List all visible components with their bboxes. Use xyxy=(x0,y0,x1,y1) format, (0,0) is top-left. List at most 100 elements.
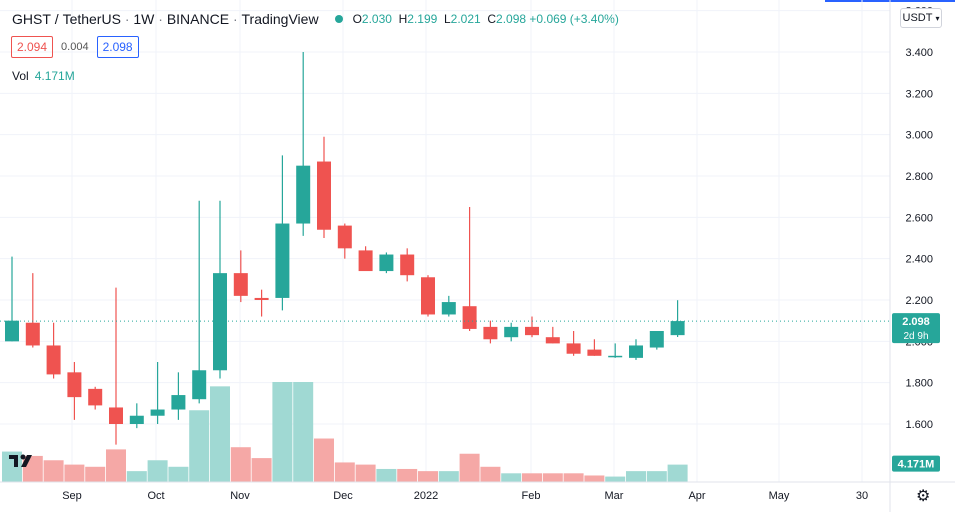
volume-bar xyxy=(605,476,626,482)
candle-body xyxy=(150,409,165,416)
price-tick-label: 3.200 xyxy=(905,88,933,100)
volume-value: 4.171M xyxy=(34,69,75,83)
price-tick-label: 1.800 xyxy=(905,378,933,390)
high-value: 2.199 xyxy=(407,12,438,26)
candle-body xyxy=(608,355,623,358)
time-tick-label: Sep xyxy=(62,490,82,502)
low-value: 2.021 xyxy=(450,12,481,26)
volume-bar xyxy=(293,382,314,482)
low-label: L xyxy=(443,12,451,26)
time-tick-label: Apr xyxy=(688,490,705,502)
close-label: C xyxy=(487,12,497,26)
price-tick-label: 2.400 xyxy=(905,254,933,266)
price-tick-label: 2.600 xyxy=(905,212,933,224)
volume-bar xyxy=(376,468,397,482)
interval-label[interactable]: 1W xyxy=(133,11,155,27)
candle-body xyxy=(337,225,352,249)
change-value: +0.069 (+3.40%) xyxy=(529,12,619,26)
tradingview-logo-icon[interactable] xyxy=(8,450,42,472)
candle-body xyxy=(67,372,82,398)
ohlc-values: O2.030 H2.199 L2.021 C2.098 +0.069 (+3.4… xyxy=(353,12,619,26)
buy-price-button[interactable]: 2.098 xyxy=(96,36,139,58)
time-tick-label: Mar xyxy=(605,490,624,502)
source-label: TradingView xyxy=(241,11,319,27)
volume-bar xyxy=(168,466,189,482)
candle-body xyxy=(587,349,602,356)
bid-ask-panel: 2.094 0.004 2.098 xyxy=(11,36,139,58)
volume-bar xyxy=(397,468,418,482)
price-tick-label: 3.000 xyxy=(905,130,933,142)
candle-body xyxy=(462,306,477,329)
candle-body xyxy=(629,345,643,358)
volume-bar xyxy=(584,475,605,482)
candle-body xyxy=(379,254,394,272)
candle-body xyxy=(441,302,456,315)
volume-legend: Vol 4.171M xyxy=(12,69,75,83)
candle-body xyxy=(213,273,227,371)
volume-bar xyxy=(438,471,459,482)
logo-glyph-icon xyxy=(9,454,32,467)
volume-bar xyxy=(314,438,334,482)
currency-label: USDT xyxy=(902,12,933,24)
time-tick-label: May xyxy=(769,490,790,502)
sell-price-button[interactable]: 2.094 xyxy=(11,36,54,58)
volume-bar xyxy=(43,460,64,482)
volume-bar xyxy=(210,386,230,482)
volume-bar xyxy=(563,473,584,482)
symbol-label[interactable]: GHST xyxy=(12,11,51,27)
last-price-label-box xyxy=(892,313,940,344)
spread-value: 0.004 xyxy=(61,41,89,53)
candle-body xyxy=(109,407,123,424)
exchange-label: BINANCE xyxy=(166,11,230,27)
candle-body xyxy=(317,161,331,230)
candle-body xyxy=(670,321,685,336)
volume-bar xyxy=(230,447,251,482)
last-volume-label: 4.171M xyxy=(898,459,935,471)
volume-bar xyxy=(646,471,667,482)
volume-bar xyxy=(272,382,293,482)
candle-body xyxy=(358,250,373,272)
quote-label: TetherUS xyxy=(62,11,121,27)
time-tick-label: Nov xyxy=(230,490,250,502)
candle-body xyxy=(171,395,186,410)
candle-body xyxy=(275,223,290,298)
candle-body xyxy=(545,337,560,344)
market-status-dot-icon xyxy=(334,15,343,23)
close-value: 2.098 xyxy=(496,12,527,26)
volume-bar xyxy=(85,466,106,482)
volume-bar xyxy=(126,471,147,482)
volume-bar xyxy=(667,464,688,482)
gear-icon[interactable]: ⚙ xyxy=(916,488,931,505)
high-label: H xyxy=(398,12,408,26)
time-tick-label: Feb xyxy=(522,490,541,502)
candle-body xyxy=(129,415,144,424)
separator: · xyxy=(158,11,163,27)
price-tick-label: 1.600 xyxy=(905,419,933,431)
price-tick-label: 2.800 xyxy=(905,171,933,183)
volume-bar xyxy=(334,462,355,482)
chart-legend: GHST / TetherUS · 1W · BINANCE · Trading… xyxy=(12,11,619,27)
volume-bar xyxy=(418,471,438,482)
candle-body xyxy=(254,297,269,300)
time-tick-label: 2022 xyxy=(414,490,438,502)
open-label: O xyxy=(352,12,362,26)
volume-bar xyxy=(459,453,480,482)
volume-bar xyxy=(501,473,522,482)
price-tick-label: 2.200 xyxy=(905,295,933,307)
price-tick-label: 3.400 xyxy=(905,47,933,59)
time-tick-label: Dec xyxy=(333,490,353,502)
candle-body xyxy=(504,326,519,338)
separator: · xyxy=(124,11,130,27)
candle-body xyxy=(483,326,498,340)
candle-body xyxy=(525,326,539,336)
candle-body xyxy=(88,388,103,406)
countdown-label: 2d 9h xyxy=(903,331,928,342)
volume-bar xyxy=(522,473,542,482)
time-tick-label: Oct xyxy=(147,490,164,502)
candle-body xyxy=(5,320,19,342)
currency-selector[interactable]: USDT ▾ xyxy=(900,8,942,28)
time-tick-label: 30 xyxy=(856,490,868,502)
volume-bar xyxy=(106,449,126,482)
candle-body xyxy=(233,273,248,296)
